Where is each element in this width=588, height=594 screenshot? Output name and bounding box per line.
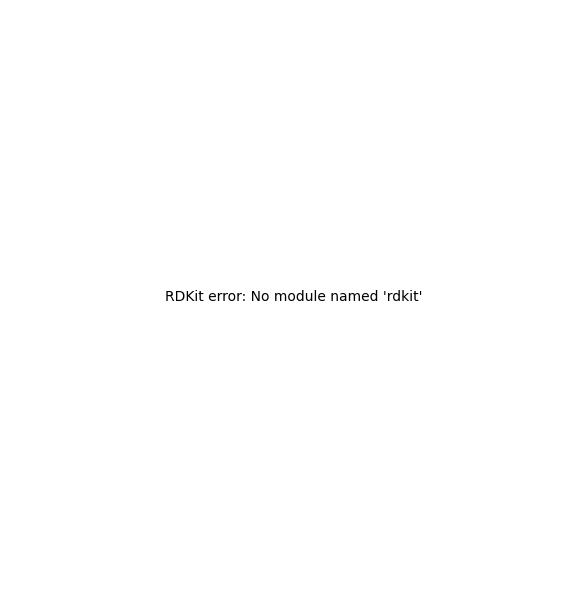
Text: RDKit error: No module named 'rdkit': RDKit error: No module named 'rdkit' (165, 290, 423, 304)
